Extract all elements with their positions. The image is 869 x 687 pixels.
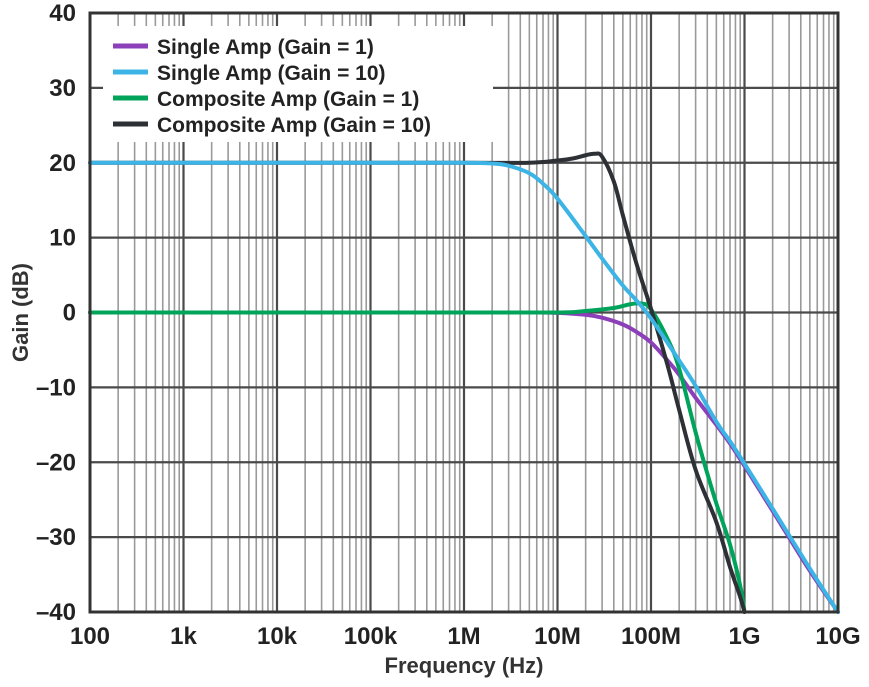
y-tick-label: –40: [36, 599, 76, 626]
series-layer: [88, 151, 840, 614]
y-tick-label: 0: [63, 300, 76, 327]
x-tick-label: 10k: [257, 623, 298, 650]
legend-items: Single Amp (Gain = 1) Single Amp (Gain = …: [113, 36, 431, 137]
plot-frame: [88, 11, 840, 614]
y-axis-title: Gain (dB): [8, 263, 33, 362]
legend-label: Composite Amp (Gain = 1): [157, 88, 419, 111]
x-tick-label: 100: [70, 623, 110, 650]
legend: Single Amp (Gain = 1) Single Amp (Gain = …: [103, 26, 493, 142]
legend-label: Composite Amp (Gain = 10): [157, 114, 431, 137]
y-tick-labels: 40 30 20 10 0 –10 –20 –30 –40: [36, 0, 76, 626]
series-line-single-amp-gain-10: [88, 160, 840, 614]
y-tick-label: 20: [49, 150, 76, 177]
legend-label: Single Amp (Gain = 1): [157, 36, 374, 59]
legend-label: Single Amp (Gain = 10): [157, 62, 386, 85]
x-tick-label: 1G: [728, 623, 760, 650]
y-tick-label: –20: [36, 449, 76, 476]
y-tick-label: 40: [49, 0, 76, 27]
x-axis-title: Frequency (Hz): [385, 653, 544, 678]
x-tick-label: 100M: [621, 623, 681, 650]
x-tick-labels: 100 1k 10k 100k 1M 10M 100M 1G 10G: [70, 623, 861, 650]
x-tick-label: 10G: [815, 623, 860, 650]
legend-background: [103, 26, 493, 142]
x-tick-label: 10M: [534, 623, 581, 650]
x-tick-label: 1M: [447, 623, 480, 650]
y-tick-label: 30: [49, 75, 76, 102]
x-tick-label: 100k: [344, 623, 398, 650]
y-tick-label: –10: [36, 374, 76, 401]
y-tick-label: 10: [49, 225, 76, 252]
y-tick-label: –30: [36, 524, 76, 551]
x-tick-label: 1k: [170, 623, 197, 650]
